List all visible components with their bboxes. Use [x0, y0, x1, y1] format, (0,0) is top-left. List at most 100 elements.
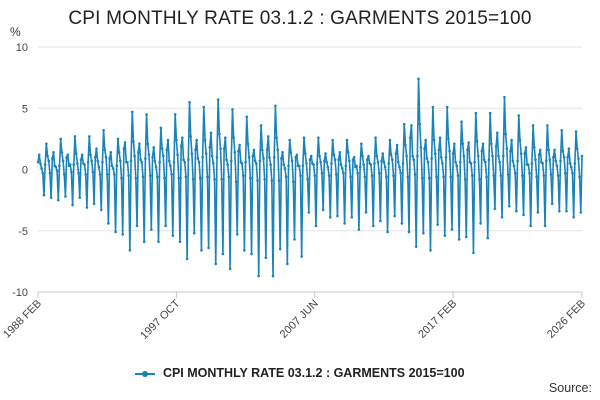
data-point — [325, 160, 329, 164]
data-point — [407, 230, 411, 234]
data-point — [435, 175, 438, 179]
data-point — [290, 159, 294, 163]
data-point — [381, 152, 385, 155]
data-point — [72, 163, 76, 166]
data-point — [537, 153, 541, 157]
data-point — [238, 143, 241, 147]
data-point — [319, 160, 323, 164]
data-point — [349, 175, 352, 179]
data-point — [400, 222, 404, 225]
data-point — [269, 163, 272, 166]
data-point — [151, 155, 154, 159]
data-point — [275, 136, 278, 139]
data-point — [337, 158, 340, 161]
data-point — [210, 154, 214, 158]
data-point — [475, 140, 479, 143]
data-point — [457, 238, 461, 241]
data-point — [241, 174, 245, 177]
data-point — [307, 211, 311, 214]
data-point — [529, 224, 532, 228]
data-point — [76, 162, 79, 165]
data-point — [102, 129, 105, 132]
data-point — [97, 165, 101, 169]
data-point — [68, 163, 72, 166]
data-point — [266, 135, 270, 138]
data-point — [333, 158, 337, 161]
data-point — [416, 154, 419, 158]
chart-title: CPI MONTHLY RATE 03.1.2 : GARMENTS 2015=… — [68, 8, 532, 29]
data-point — [544, 159, 548, 163]
data-point — [98, 173, 102, 176]
data-point — [246, 142, 250, 146]
data-point — [45, 142, 48, 146]
data-point — [547, 148, 550, 152]
data-point — [270, 179, 274, 182]
data-point — [135, 224, 139, 228]
data-point — [132, 140, 135, 143]
data-point — [85, 206, 89, 209]
data-point — [178, 240, 182, 244]
data-point — [288, 138, 292, 142]
data-point — [419, 146, 423, 149]
data-point — [61, 159, 65, 163]
data-point — [77, 171, 80, 175]
data-point — [444, 155, 448, 159]
data-point — [490, 142, 493, 146]
x-tick-label: 2026 FEB — [545, 298, 588, 341]
data-point — [449, 175, 453, 179]
data-point — [202, 105, 206, 109]
data-point — [569, 165, 573, 169]
data-point — [64, 195, 67, 198]
data-point — [448, 149, 451, 153]
data-point — [566, 155, 569, 159]
data-point — [500, 215, 504, 219]
data-point — [122, 147, 126, 150]
data-point — [549, 173, 553, 176]
source-label[interactable]: Source: — [548, 381, 592, 395]
data-point — [445, 105, 449, 109]
data-point — [196, 157, 200, 160]
data-point — [431, 105, 435, 109]
data-point — [460, 120, 463, 124]
data-point — [383, 165, 387, 169]
data-point — [382, 160, 386, 164]
data-point — [74, 152, 78, 155]
data-point — [473, 160, 476, 164]
data-point — [328, 215, 332, 219]
data-point — [358, 165, 362, 169]
data-point — [152, 146, 156, 149]
data-point — [300, 255, 303, 258]
data-point — [141, 175, 145, 179]
data-point — [182, 158, 185, 161]
data-point — [130, 110, 134, 114]
y-tick-label: 5 — [22, 103, 28, 115]
data-point — [215, 155, 219, 159]
data-point — [580, 154, 584, 158]
data-point — [139, 158, 142, 161]
data-point — [503, 95, 506, 99]
data-point — [395, 143, 399, 147]
data-point — [212, 162, 215, 165]
data-point — [309, 154, 313, 158]
data-point — [183, 160, 187, 164]
data-point — [176, 153, 179, 157]
data-point — [331, 138, 334, 142]
data-point — [228, 267, 232, 271]
data-point — [373, 162, 376, 165]
data-point — [515, 209, 518, 213]
data-point — [190, 152, 194, 155]
data-point — [201, 155, 204, 159]
data-point — [189, 135, 192, 138]
data-point — [70, 170, 73, 174]
data-point — [245, 115, 249, 119]
data-point — [469, 162, 473, 165]
data-point — [225, 158, 228, 161]
data-point — [163, 176, 166, 180]
data-point — [145, 113, 148, 116]
data-point — [71, 203, 74, 207]
data-point — [172, 160, 176, 164]
data-point — [318, 154, 321, 158]
data-point — [184, 175, 188, 179]
data-point — [499, 174, 503, 177]
data-point — [51, 157, 54, 160]
